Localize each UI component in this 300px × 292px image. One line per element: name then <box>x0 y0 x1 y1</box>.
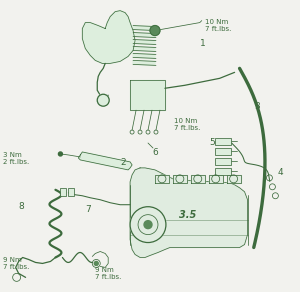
Bar <box>215 168 231 175</box>
Text: 9 Nm
7 ft.lbs.: 9 Nm 7 ft.lbs. <box>3 258 29 270</box>
Polygon shape <box>209 175 223 183</box>
Polygon shape <box>191 175 205 183</box>
Bar <box>215 158 231 165</box>
Polygon shape <box>133 39 155 44</box>
Polygon shape <box>226 175 241 183</box>
Text: 7: 7 <box>85 205 91 214</box>
Circle shape <box>58 152 62 156</box>
Polygon shape <box>133 60 155 65</box>
Text: 8: 8 <box>19 202 24 211</box>
Polygon shape <box>78 152 132 170</box>
Text: 10 Nm
7 ft.lbs.: 10 Nm 7 ft.lbs. <box>174 118 200 131</box>
Circle shape <box>144 221 152 229</box>
Bar <box>60 188 66 196</box>
Polygon shape <box>133 26 155 31</box>
Polygon shape <box>130 168 247 258</box>
Text: 3 Nm
2 ft.lbs.: 3 Nm 2 ft.lbs. <box>3 152 29 165</box>
Circle shape <box>150 26 160 36</box>
Bar <box>68 188 74 196</box>
Polygon shape <box>173 175 187 183</box>
Text: 3: 3 <box>254 102 260 111</box>
Text: 3.5: 3.5 <box>179 210 196 220</box>
Text: 10 Nm
7 ft.lbs.: 10 Nm 7 ft.lbs. <box>205 19 231 32</box>
Polygon shape <box>130 80 165 110</box>
Polygon shape <box>133 32 155 37</box>
Circle shape <box>130 207 166 243</box>
Text: 6: 6 <box>152 148 158 157</box>
Text: 5: 5 <box>210 138 215 147</box>
Polygon shape <box>82 11 135 63</box>
Text: 9 Nm
7 ft.lbs.: 9 Nm 7 ft.lbs. <box>95 267 122 280</box>
Circle shape <box>97 94 109 106</box>
Text: 2: 2 <box>120 158 126 167</box>
Circle shape <box>94 261 98 265</box>
Polygon shape <box>133 46 155 51</box>
Bar <box>215 138 231 145</box>
Polygon shape <box>155 175 169 183</box>
Text: 1: 1 <box>200 39 206 48</box>
Polygon shape <box>133 53 155 58</box>
Text: 4: 4 <box>278 168 283 177</box>
Bar <box>215 148 231 155</box>
